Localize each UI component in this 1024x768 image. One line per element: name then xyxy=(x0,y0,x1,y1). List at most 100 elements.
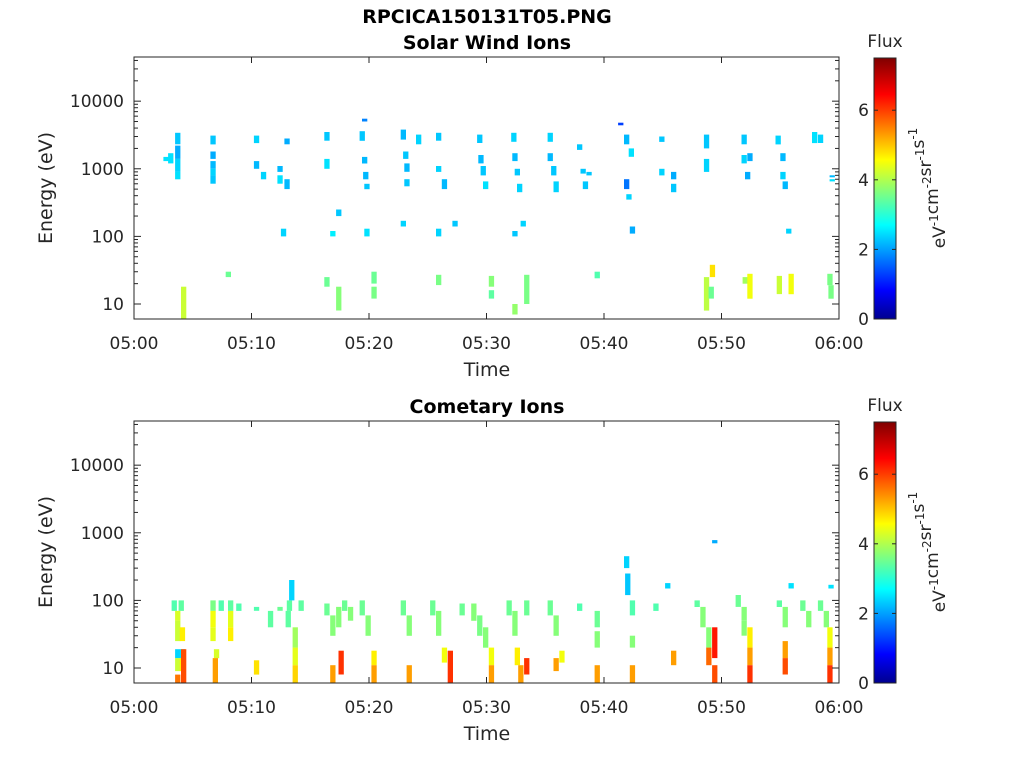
colorbar-label-exponent: -1 xyxy=(927,578,941,590)
colorbar-tick-label: 2 xyxy=(858,604,869,624)
heatmap-cell xyxy=(671,183,677,193)
panel-title: Solar Wind Ions xyxy=(403,32,571,54)
colorbar-tick-label: 0 xyxy=(858,674,869,694)
heatmap-cell xyxy=(827,647,833,666)
panel-title: Cometary Ions xyxy=(410,396,565,418)
heatmap-cell xyxy=(553,658,559,672)
heatmap-cell xyxy=(547,132,553,142)
x-tick-label: 05:00 xyxy=(110,334,159,354)
colorbar-tick-label: 2 xyxy=(858,240,869,260)
heatmap-cell xyxy=(618,122,624,126)
x-axis-label: Time xyxy=(463,723,511,745)
heatmap-cell xyxy=(181,286,187,319)
x-tick-label: 05:10 xyxy=(227,334,276,354)
y-axis-label: Energy (eV) xyxy=(35,496,57,608)
heatmap-cell xyxy=(175,610,181,621)
heatmap-cell xyxy=(780,171,786,180)
heatmap-cell xyxy=(671,650,677,666)
heatmap-cell xyxy=(284,179,290,190)
heatmap-cell xyxy=(253,161,260,169)
heatmap-cell xyxy=(253,606,260,611)
heatmap-cell xyxy=(330,231,336,237)
heatmap-cell xyxy=(788,273,794,295)
heatmap-cell xyxy=(277,166,283,172)
heatmap-cell xyxy=(782,641,788,659)
heatmap-cell xyxy=(436,610,442,636)
heatmap-cell xyxy=(371,650,377,666)
colorbar-label-unit: sr xyxy=(916,160,936,176)
heatmap-cell xyxy=(624,179,630,190)
heatmap-cell xyxy=(594,610,600,628)
heatmap-cell xyxy=(742,277,748,284)
heatmap-cell xyxy=(168,153,174,164)
heatmap-cell xyxy=(629,600,636,616)
heatmap-cell xyxy=(812,132,818,144)
colorbar-gradient xyxy=(873,421,897,684)
heatmap-cell xyxy=(406,615,412,636)
heatmap-cell xyxy=(671,171,677,180)
heatmap-cell xyxy=(488,275,495,287)
heatmap-cell xyxy=(708,286,714,299)
colorbar-label-exponent: -1 xyxy=(927,214,941,226)
heatmap-cell xyxy=(703,134,710,149)
heatmap-cell xyxy=(706,647,712,666)
heatmap-cell xyxy=(659,168,665,176)
colorbar-gradient xyxy=(873,57,897,320)
heatmap-cell xyxy=(338,650,344,675)
axes: 05:00 05:10 05:20 05:30 05:40 05:50 06:00 10 100… xyxy=(70,421,864,718)
heatmap-cell xyxy=(436,166,442,172)
heatmap-cell xyxy=(430,600,436,616)
heatmap-cell xyxy=(524,658,530,675)
heatmap-cell xyxy=(551,166,557,176)
heatmap-cell xyxy=(577,144,583,150)
x-tick-label: 05:10 xyxy=(227,698,276,718)
heatmap-cell xyxy=(747,153,753,162)
heatmap-cell xyxy=(520,220,526,227)
colorbar-label-exponent: -1 xyxy=(913,149,927,161)
heatmap-cell xyxy=(292,627,298,648)
heatmap-cell xyxy=(747,665,753,683)
heatmap-cell xyxy=(817,134,824,143)
heatmap-cell xyxy=(524,274,530,304)
heatmap-cell xyxy=(210,627,216,642)
heatmap-cell xyxy=(175,145,181,159)
heatmap-cell xyxy=(406,665,412,683)
heatmap-cell xyxy=(782,658,788,675)
heatmap-cell xyxy=(800,600,806,611)
heatmap-cell xyxy=(267,610,274,628)
x-tick-label: 06:00 xyxy=(815,698,864,718)
colorbar-label-unit: s xyxy=(909,140,929,149)
colorbar-tick-label: 4 xyxy=(858,535,869,555)
heatmap-cell xyxy=(741,620,747,636)
heatmap-cell xyxy=(629,665,636,683)
heatmap-cell xyxy=(284,138,290,145)
heatmap-cell xyxy=(371,271,377,284)
heatmap-cell xyxy=(253,660,260,675)
x-tick-label: 05:50 xyxy=(697,334,746,354)
colorbar-tick-label: 4 xyxy=(858,171,869,191)
colorbar-title: Flux xyxy=(867,32,902,52)
heatmap-cell xyxy=(228,600,234,611)
heatmap-cell xyxy=(512,304,518,315)
heatmap-cell xyxy=(586,171,592,176)
y-tick-label: 100 xyxy=(92,591,124,611)
heatmap-cell xyxy=(747,273,753,299)
y-axis-label: Energy (eV) xyxy=(35,132,57,244)
heatmap-cell xyxy=(336,606,342,628)
heatmap-cell xyxy=(712,665,718,683)
heatmap-cell xyxy=(260,171,267,180)
heatmap-cell xyxy=(483,627,489,648)
heatmap-cell xyxy=(829,175,835,178)
heatmap-cell xyxy=(277,606,283,611)
heatmap-cell xyxy=(336,286,342,311)
heatmap-cell xyxy=(210,168,216,176)
colorbar-label-exponent: -1 xyxy=(906,492,920,504)
heatmap-cell xyxy=(228,627,234,642)
heatmap-cell xyxy=(580,168,586,174)
heatmap-cell xyxy=(706,627,712,648)
heatmap-cell xyxy=(371,665,377,683)
heatmap-cell xyxy=(553,181,559,193)
heatmap-cell xyxy=(817,600,824,611)
heatmap-cell xyxy=(712,540,718,544)
heatmap-cell xyxy=(741,606,747,621)
